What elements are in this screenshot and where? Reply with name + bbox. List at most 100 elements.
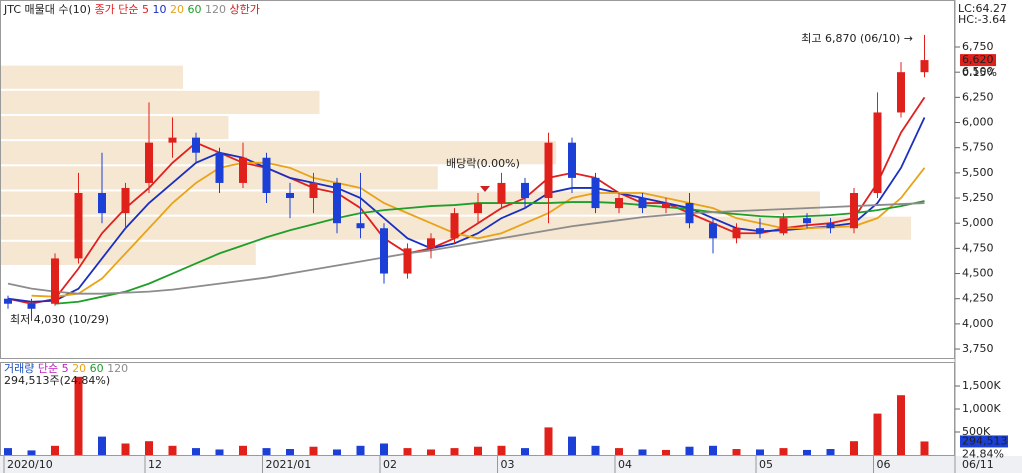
volume-bar: [544, 427, 553, 455]
candle-body: [732, 228, 741, 239]
volume-bar: [662, 449, 670, 455]
volume-bar: [192, 448, 200, 455]
volume-bar: [615, 448, 623, 455]
volume-bar: [521, 448, 529, 455]
volume-bar: [215, 449, 224, 455]
candle-body: [333, 182, 341, 224]
y-tick-label: 6,500: [962, 65, 994, 78]
x-tick-label: 03: [501, 458, 515, 471]
volume-bar: [709, 445, 717, 455]
y-tick-label: 1,000K: [962, 402, 1001, 415]
current-price-label: 6,620: [962, 53, 994, 66]
current-volume-tag: [960, 435, 1008, 448]
profile-bar: [1, 90, 320, 114]
volume-bar: [4, 448, 12, 455]
x-tick-label: 05: [759, 458, 773, 471]
volume-bar: [591, 445, 600, 455]
candle-body: [4, 298, 12, 304]
volume-legend: 거래량 단순 5 20 60 120: [4, 362, 128, 375]
candle-body: [638, 198, 647, 209]
candle-body: [803, 218, 811, 224]
x-tick-label: 12: [148, 458, 162, 471]
x-tick-label: 06/11: [962, 458, 994, 471]
volume-bar: [286, 449, 294, 455]
legend-entry: 단순 5: [38, 362, 69, 375]
candle-body: [662, 203, 670, 209]
volume-bar: [333, 449, 341, 455]
candle-body: [427, 238, 435, 249]
x-tick-label: 04: [618, 458, 632, 471]
annotation-low: 최저 4,030 (10/29): [10, 313, 109, 326]
legend-entry: 거래량: [4, 362, 34, 375]
candle-body: [920, 60, 929, 73]
candle-body: [685, 203, 694, 224]
volume-bar: [779, 448, 788, 455]
candle-body: [356, 223, 365, 229]
candle-body: [121, 187, 130, 214]
candle-body: [779, 218, 788, 234]
volume-bar: [920, 441, 929, 455]
legend: JTC 매물대 수(10) 종가 단순 5 10 20 60 120 상한가: [3, 3, 260, 16]
volume-bar: [873, 413, 882, 455]
current-price-tag: [960, 54, 996, 67]
volume-bar: [380, 443, 388, 455]
profile-bar: [1, 241, 256, 265]
candle-body: [450, 213, 459, 239]
candle-body: [168, 137, 177, 143]
candle-body: [474, 203, 482, 214]
candle-body: [239, 157, 247, 183]
volume-bar: [168, 445, 177, 455]
legend-entry: 10: [153, 3, 167, 16]
volume-bar: [450, 448, 459, 455]
candle-body: [262, 157, 271, 193]
y-tick-label: 4,750: [962, 241, 994, 254]
legend-title: JTC: [3, 3, 21, 16]
y-tick-label: 4,250: [962, 292, 994, 305]
profile-bar: [1, 191, 820, 215]
x-tick-label: 06: [877, 458, 891, 471]
volume-bar: [403, 448, 412, 455]
volume-bar: [756, 449, 764, 455]
annotation-dividend: 배당락(0.00%): [446, 157, 520, 170]
candle-body: [27, 303, 36, 309]
dividend-marker: [480, 186, 490, 192]
profile-bar: [1, 115, 229, 140]
volume-bar: [638, 449, 647, 455]
legend-entry: 20: [72, 362, 86, 375]
volume-bar: [497, 445, 506, 455]
candle-body: [826, 223, 835, 229]
volume-bar: [98, 436, 106, 455]
volume-bar: [826, 449, 835, 455]
annotation-high: 최고 6,870 (06/10) →: [801, 32, 913, 45]
y-tick-label: 1,500K: [962, 379, 1001, 392]
x-tick-label: 2021/01: [266, 458, 312, 471]
candle-body: [897, 72, 905, 113]
candle-body: [403, 248, 412, 274]
legend-entry: 20: [170, 3, 184, 16]
legend-entry: 120: [107, 362, 128, 375]
current-volume-ratio: 24.84%: [962, 447, 1004, 460]
y-tick-label: 5,750: [962, 141, 994, 154]
candle-body: [145, 142, 153, 183]
ma-line: [31, 161, 926, 298]
candle-body: [709, 223, 717, 239]
ma-line: [7, 117, 926, 303]
candle-body: [615, 198, 623, 209]
volume-summary: 294,513주(24.84%): [4, 374, 110, 387]
y-tick-label: 4,500: [962, 267, 994, 280]
legend-profile: 매물대 수(10): [25, 3, 92, 16]
legend-entry: 60: [90, 362, 104, 375]
volume-bar: [262, 448, 271, 455]
candle-body: [850, 192, 858, 229]
candle-body: [544, 142, 553, 199]
candle-body: [380, 228, 388, 274]
candle-body: [192, 137, 200, 153]
y-tick-label: 6,250: [962, 90, 994, 103]
lc-label: LC:64.27: [958, 2, 1007, 15]
volume-bar: [74, 376, 83, 455]
volume-bar: [803, 449, 811, 455]
volume-bar: [309, 446, 318, 455]
candle-body: [521, 182, 529, 199]
volume-bar: [568, 436, 576, 455]
candle-body: [568, 142, 576, 178]
